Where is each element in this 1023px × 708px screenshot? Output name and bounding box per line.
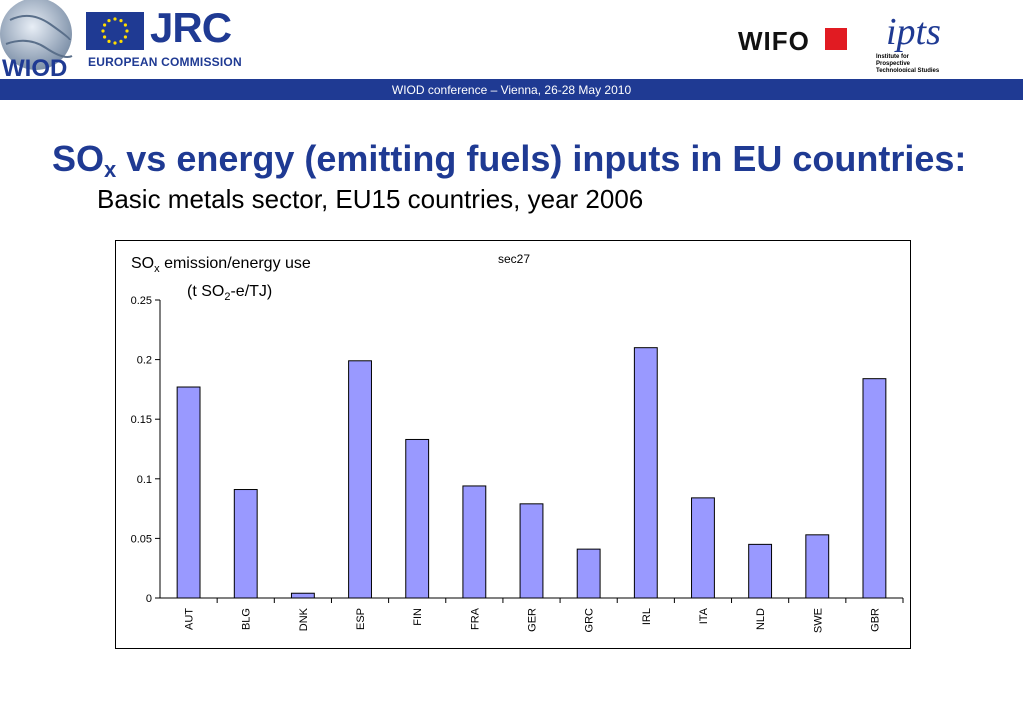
bar-irl — [633, 347, 658, 599]
ipts-logo-text: ipts — [886, 11, 941, 53]
bar-swe — [805, 534, 830, 599]
wifo-logo-text: WIFO — [738, 26, 810, 56]
x-tick-label: ESP — [355, 608, 367, 630]
y-tick-label: 0.15 — [131, 414, 152, 426]
x-tick-label: SWE — [812, 608, 824, 633]
ipts-caption-line-2: Prospective — [876, 61, 911, 67]
slide-subtitle: Basic metals sector, EU15 countries, yea… — [97, 184, 644, 214]
x-tick-label: FIN — [412, 608, 424, 626]
bar-grc — [576, 548, 601, 599]
bar-fra — [462, 485, 487, 599]
conference-banner-text: WIOD conference – Vienna, 26-28 May 2010 — [391, 83, 632, 97]
bar-nld — [748, 543, 773, 599]
bar-ger — [519, 503, 544, 599]
x-tick-label: GRC — [584, 608, 596, 633]
x-tick-label: FRA — [469, 607, 481, 630]
eu-flag-icon — [86, 12, 144, 50]
x-tick-label: ITA — [698, 607, 710, 624]
bar-chart: SOx emission/energy use (t SO2-e/TJ) sec… — [131, 252, 904, 633]
title-rest: vs energy (emitting fuels) inputs in EU … — [116, 138, 967, 179]
y-axis-label-line-1: SOx emission/energy use — [131, 255, 311, 275]
jrc-logo-text: JRC — [150, 4, 232, 51]
title-subscript: x — [104, 157, 117, 182]
bar-fin — [405, 438, 430, 599]
x-tick-label: IRL — [641, 608, 653, 625]
x-tick-label: GER — [527, 608, 539, 632]
slide-title: SOx vs energy (emitting fuels) inputs in… — [52, 138, 966, 183]
wiod-logo-text: WIOD — [2, 55, 67, 80]
bar-gbr — [862, 378, 887, 599]
ipts-caption-line-1: Institute for — [876, 54, 910, 60]
ipts-logo: ipts Institute for Prospective Technolog… — [876, 11, 941, 72]
x-tick-label: AUT — [184, 608, 196, 630]
bar-blg — [233, 489, 258, 599]
bar-dnk — [290, 592, 315, 599]
european-commission-text: EUROPEAN COMMISSION — [88, 55, 242, 69]
y-tick-label: 0.1 — [137, 474, 152, 486]
y-tick-label: 0 — [146, 593, 152, 605]
chart-frame — [115, 240, 911, 649]
x-tick-label: DNK — [298, 607, 310, 631]
bar-ita — [691, 497, 715, 599]
y-tick-label: 0.25 — [131, 295, 152, 307]
wiod-globe-logo: WIOD — [0, 0, 73, 80]
y-tick-label: 0.05 — [131, 533, 152, 545]
wifo-red-square-icon — [825, 28, 847, 50]
chart-title: sec27 — [498, 252, 530, 266]
y-axis-label: SOx emission/energy use (t SO2-e/TJ) — [131, 255, 311, 303]
title-prefix: SO — [52, 138, 105, 179]
bar-aut — [176, 386, 201, 599]
y-tick-label: 0.2 — [137, 355, 152, 367]
y-axis-label-line-2: (t SO2-e/TJ) — [187, 283, 272, 303]
ipts-caption-line-3: Technological Studies — [876, 68, 940, 72]
x-tick-label: BLG — [241, 608, 253, 630]
conference-banner — [0, 79, 1023, 100]
bar-esp — [348, 360, 372, 599]
x-tick-label: NLD — [755, 608, 767, 630]
x-tick-label: GBR — [869, 608, 881, 632]
